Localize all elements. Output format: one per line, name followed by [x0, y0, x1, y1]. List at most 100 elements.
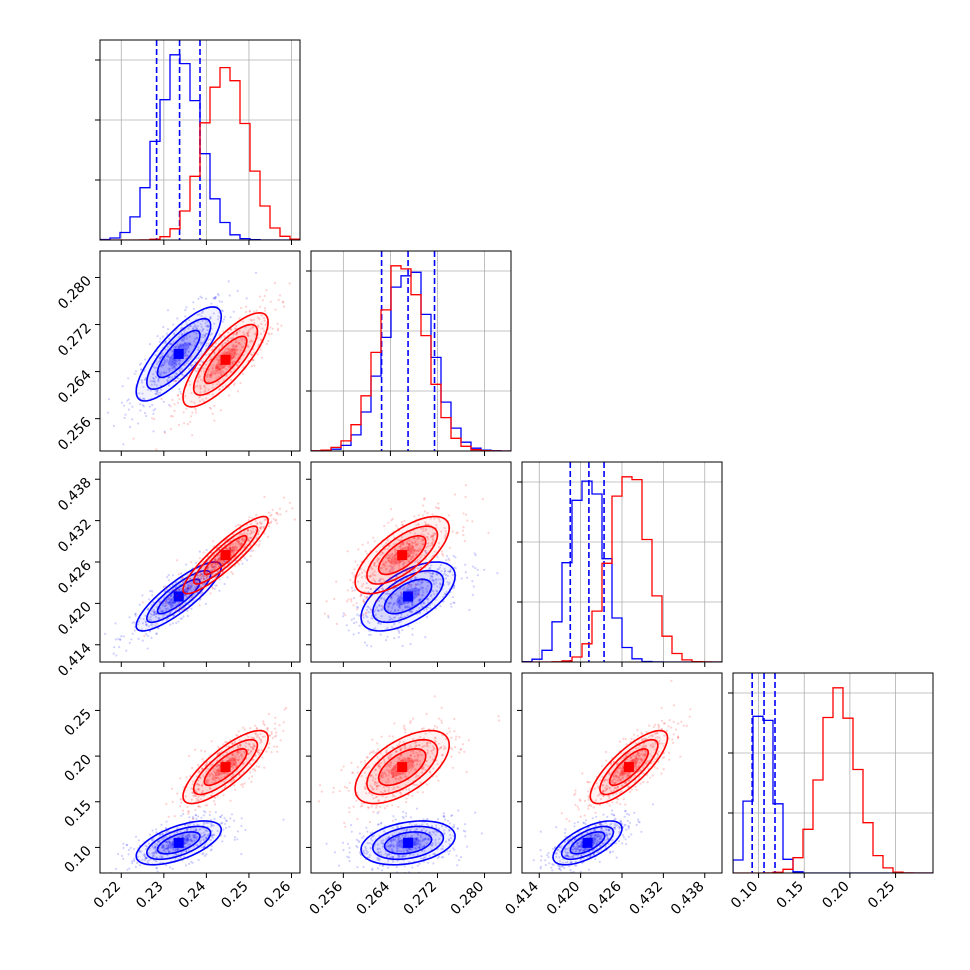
histogram-panel [522, 462, 722, 662]
histogram-red [311, 265, 511, 451]
x-tick-label: 0.272 [401, 879, 441, 919]
y-tick-label: 0.264 [55, 367, 95, 407]
x-tick-label: 0.24 [176, 878, 209, 911]
y-tick-label: 0.25 [61, 706, 94, 739]
x-tick-label: 0.256 [307, 878, 347, 918]
contour-red [182, 515, 269, 595]
panel-frame [310, 250, 512, 452]
contour-red [182, 311, 269, 408]
contour-blue [371, 825, 445, 861]
histogram-panel [733, 673, 933, 873]
x-tick-label: 0.10 [728, 879, 761, 912]
contour-blue [156, 329, 201, 379]
y-tick-label: 0.272 [55, 320, 95, 360]
histogram-panel [100, 40, 300, 240]
density-peak-red [220, 550, 231, 561]
x-tick-label: 0.26 [261, 878, 294, 911]
y-tick-label: 0.414 [55, 640, 95, 680]
density-peak-blue [403, 591, 414, 602]
contour-red [377, 535, 427, 576]
contour-red [182, 729, 269, 805]
contour-blue [371, 569, 445, 624]
panel-frame [99, 672, 301, 874]
x-tick-label: 0.23 [133, 879, 166, 912]
y-tick-label: 0.432 [55, 516, 95, 556]
density-peak-red [397, 550, 408, 561]
y-tick-label: 0.438 [55, 475, 95, 515]
y-tick-label: 0.15 [61, 797, 94, 830]
contour-blue [145, 825, 212, 861]
panel-frame [99, 39, 301, 241]
y-tick-label: 0.420 [55, 599, 95, 639]
scatter-panel [323, 484, 499, 648]
panel-grid [733, 673, 933, 873]
contour-blue [383, 578, 433, 615]
panel-frame [732, 672, 934, 874]
contour-red [366, 738, 439, 796]
x-tick-label: 0.414 [502, 878, 542, 918]
density-peak-red [397, 762, 408, 773]
scatter-points-red [318, 695, 501, 828]
y-tick-label: 0.280 [55, 273, 95, 313]
x-tick-label: 0.280 [448, 879, 488, 919]
contour-red [608, 747, 650, 787]
contour-blue [383, 831, 433, 855]
density-peak-blue [173, 591, 184, 602]
contour-blue [135, 820, 223, 866]
density-peak-red [623, 762, 634, 773]
y-tick-label: 0.10 [61, 843, 94, 876]
histogram-blue [733, 715, 933, 873]
density-peak-blue [403, 837, 414, 848]
density-peak-blue [582, 837, 593, 848]
contour-blue [156, 578, 201, 615]
contour-red [354, 515, 451, 595]
y-tick-label: 0.256 [55, 414, 95, 454]
contour-red [203, 535, 248, 576]
panel-grid [311, 251, 511, 451]
panel-frame [99, 250, 301, 452]
density-peak-blue [173, 348, 184, 359]
contour-blue [360, 820, 456, 866]
y-tick-label: 0.20 [61, 752, 94, 785]
panel-frame [310, 672, 512, 874]
histogram-panel [311, 251, 511, 451]
density-peak-red [220, 762, 231, 773]
y-tick-label: 0.426 [55, 557, 95, 597]
contour-red [192, 323, 259, 396]
contour-red [203, 335, 248, 385]
contour-red [377, 747, 427, 787]
contour-blue [360, 561, 456, 632]
scatter-panel [532, 679, 692, 873]
density-peak-blue [173, 837, 184, 848]
histogram-red [733, 687, 933, 873]
histogram-blue [522, 480, 722, 662]
histogram-red [522, 476, 722, 662]
x-tick-label: 0.25 [865, 879, 898, 912]
contour-blue [156, 831, 201, 855]
x-tick-label: 0.438 [668, 879, 708, 919]
scatter-panel [110, 706, 288, 873]
x-tick-label: 0.426 [585, 878, 625, 918]
histogram-blue [311, 271, 511, 451]
contour-red [354, 729, 451, 805]
x-tick-label: 0.264 [354, 878, 394, 918]
x-tick-label: 0.22 [91, 879, 124, 912]
x-tick-label: 0.420 [544, 879, 584, 919]
contour-blue [145, 317, 212, 391]
contour-blue [135, 561, 223, 632]
x-tick-label: 0.20 [819, 879, 852, 912]
contour-blue [569, 831, 606, 855]
contour-blue [560, 825, 615, 861]
scatter-panel [318, 695, 501, 873]
x-tick-label: 0.432 [627, 879, 667, 919]
contour-red [192, 525, 259, 585]
scatter-panel [104, 495, 296, 657]
scatter-panel [106, 271, 291, 451]
contour-blue [552, 820, 623, 866]
contour-blue [145, 569, 212, 624]
density-peak-red [220, 354, 231, 365]
x-tick-label: 0.25 [218, 879, 251, 912]
contour-red [203, 747, 248, 787]
contour-red [192, 738, 259, 796]
